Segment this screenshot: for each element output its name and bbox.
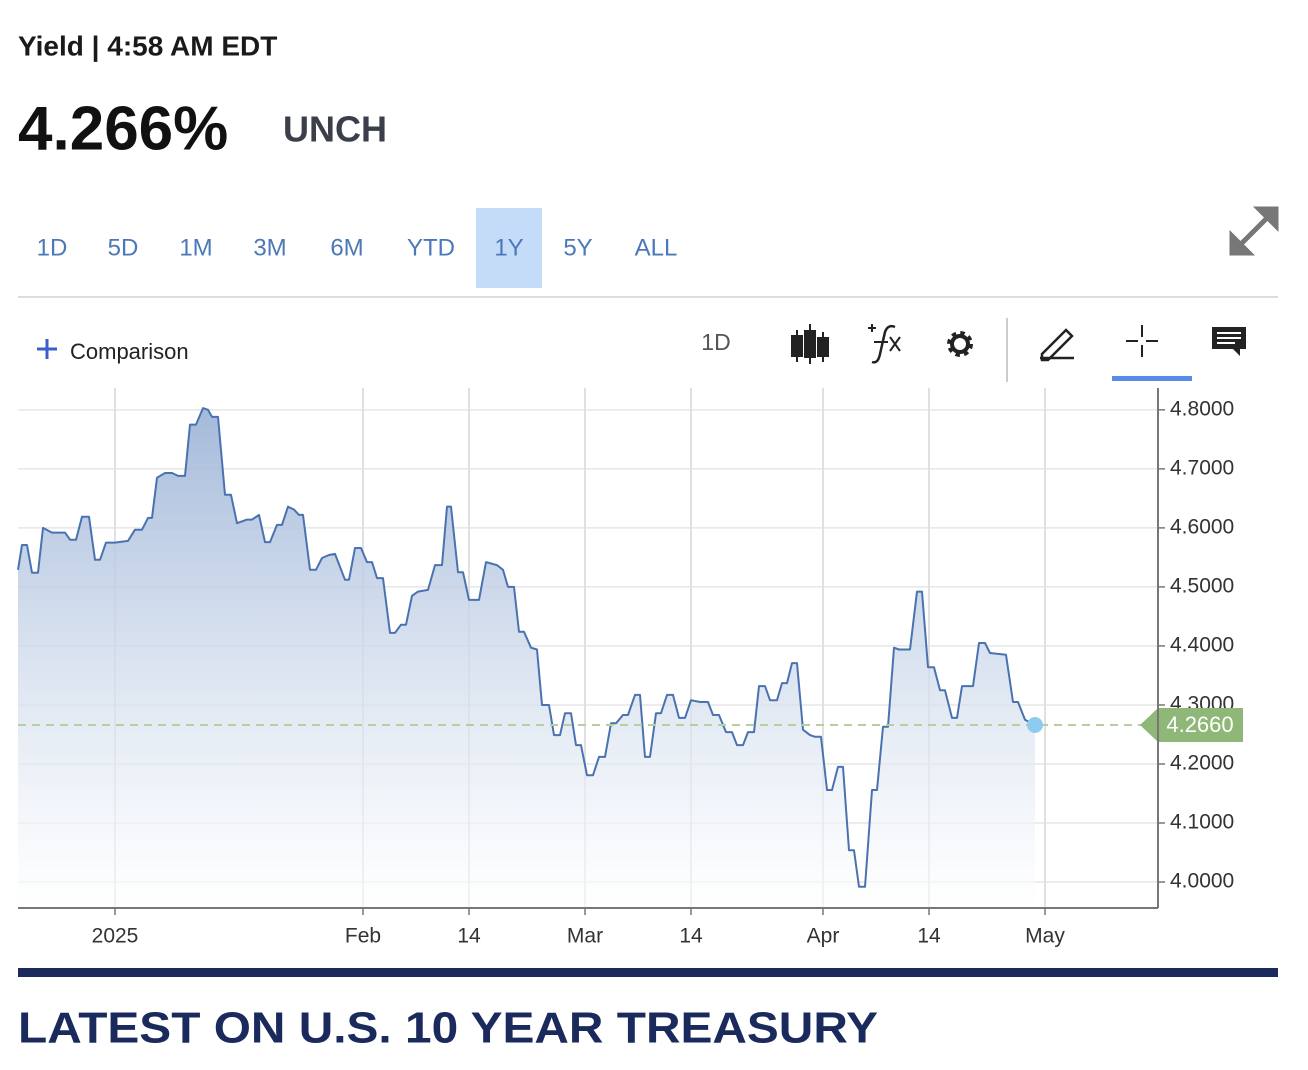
range-tab[interactable]: 1D: [37, 234, 68, 261]
x-tick-label: 14: [917, 925, 941, 948]
chart: 4.00004.10004.20004.30004.40004.50004.60…: [17, 388, 1243, 948]
expand-icon[interactable]: [1229, 206, 1279, 256]
x-tick-label: 14: [457, 925, 481, 948]
line: [17, 407, 1036, 888]
icon-part: [874, 336, 901, 352]
range-tab[interactable]: 5Y: [563, 234, 592, 261]
crosshair-icon[interactable]: [1126, 325, 1158, 357]
y-tick-label: 4.4000: [1170, 633, 1234, 656]
icon-part: [1217, 332, 1241, 344]
area: [18, 408, 1035, 908]
x-tick-label: Mar: [567, 925, 603, 948]
candle-icon[interactable]: [791, 324, 829, 364]
indicator-icon[interactable]: [868, 324, 901, 364]
last-point: [1027, 717, 1043, 734]
icon-part: [1040, 328, 1074, 362]
y-tick-label: 4.1000: [1170, 811, 1234, 834]
icon-part: [791, 335, 803, 357]
range-tab[interactable]: 3M: [253, 234, 286, 261]
y-tick-label: 4.2000: [1170, 752, 1234, 775]
section-rule: [18, 968, 1278, 977]
y-tick-label: 4.8000: [1170, 397, 1234, 420]
icon-part: [950, 334, 970, 354]
y-tick-label: 4.7000: [1170, 456, 1234, 479]
range-tab[interactable]: 5D: [108, 234, 139, 261]
settings-icon[interactable]: [947, 331, 973, 357]
quote-title: Yield | 4:58 AM EDT: [18, 30, 277, 61]
y-tick-label: 4.6000: [1170, 515, 1234, 538]
range-tab[interactable]: 1M: [179, 234, 212, 261]
range-tab[interactable]: YTD: [407, 234, 455, 261]
range-tab[interactable]: 6M: [330, 234, 363, 261]
x-tick-label: May: [1025, 925, 1065, 948]
x-tick-label: Apr: [807, 925, 840, 948]
icon-part: [871, 324, 896, 364]
x-tick-label: 14: [679, 925, 703, 948]
x-tick-label: 2025: [92, 925, 139, 948]
active-tool-indicator: [1112, 376, 1192, 381]
section-heading: LATEST ON U.S. 10 YEAR TREASURY: [18, 1004, 878, 1053]
quote-price: 4.266%: [18, 94, 228, 163]
interval-button[interactable]: 1D: [701, 329, 730, 355]
icon-part: [804, 330, 816, 358]
y-tick-label: 4.5000: [1170, 574, 1234, 597]
range-tabs: 1D 5D 1M 3M 6M YTD 1Y 5Y ALL: [37, 208, 678, 288]
comment-icon[interactable]: [1212, 327, 1246, 356]
draw-icon[interactable]: [1040, 328, 1074, 362]
comparison-label: Comparison: [70, 339, 189, 364]
last-value-badge: [1140, 708, 1243, 743]
quote-change: UNCH: [283, 109, 387, 150]
range-tab[interactable]: ALL: [635, 234, 678, 261]
comparison-button[interactable]: Comparison: [37, 339, 189, 364]
active-tab-bg: [476, 208, 542, 288]
expand-arrow: [1252, 206, 1279, 233]
expand-arrow: [1229, 229, 1256, 256]
icon-part: [817, 337, 829, 357]
icon-part: [1212, 327, 1246, 356]
icon-part: [868, 324, 876, 332]
y-tick-label: 4.0000: [1170, 870, 1234, 893]
x-tick-label: Feb: [345, 925, 381, 948]
last-value-label: 4.2660: [1166, 712, 1233, 737]
range-tab[interactable]: 1Y: [494, 234, 523, 261]
